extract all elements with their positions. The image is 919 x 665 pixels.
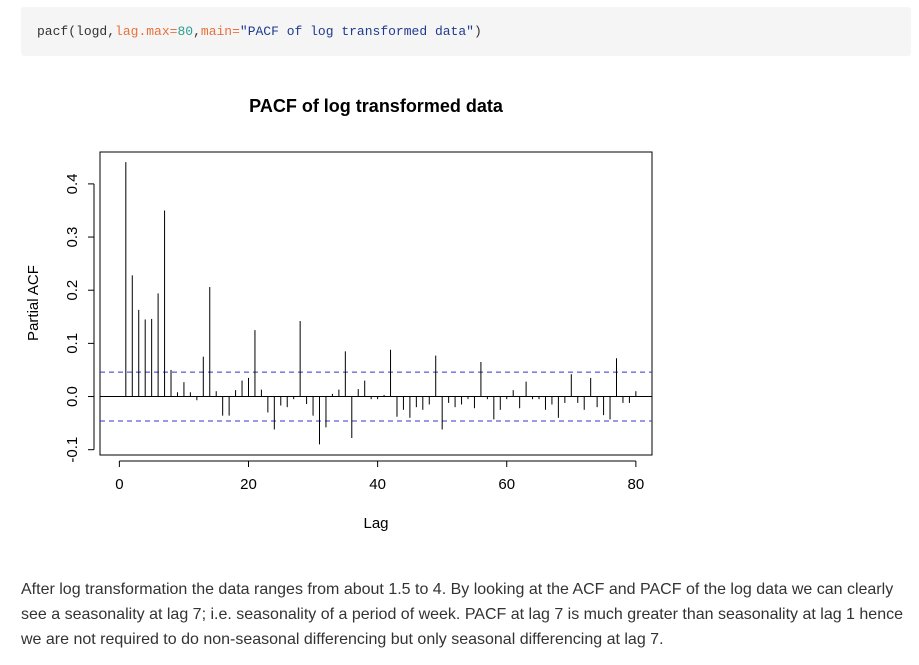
y-tick-label-2: 0.1 (64, 333, 81, 354)
code-comma: , (193, 24, 201, 39)
x-axis-label: Lag (363, 515, 388, 532)
y-tick-label-3: 0.2 (64, 280, 81, 301)
code-function-name: pacf (37, 24, 69, 39)
description-paragraph: After log transformation the data ranges… (21, 581, 903, 648)
plot-marks (100, 162, 652, 445)
code-block: pacf(logd,lag.max=80,main="PACF of log t… (21, 7, 911, 56)
code-arg-data: logd, (76, 24, 116, 39)
y-tick-label-4: 0.3 (64, 227, 81, 248)
x-tick-label-80: 80 (628, 476, 645, 493)
y-axis: -0.1 0.0 0.1 0.2 0.3 0.4 (64, 173, 95, 463)
code-arg-main-name: main= (200, 24, 240, 39)
y-axis-label: Partial ACF (25, 265, 42, 341)
code-arg-lagmax-name: lag.max= (115, 24, 178, 39)
code-open-paren: ( (68, 24, 77, 39)
x-tick-label-60: 60 (498, 476, 515, 493)
y-tick-label-0: -0.1 (64, 437, 81, 463)
code-arg-lagmax-value: 80 (177, 24, 194, 39)
code-line: pacf(logd,lag.max=80,main="PACF of log t… (37, 24, 482, 40)
x-tick-label-20: 20 (240, 476, 257, 493)
y-tick-label-1: 0.0 (64, 386, 81, 407)
x-axis: 0 20 40 60 80 (115, 460, 645, 493)
x-tick-label-40: 40 (369, 476, 386, 493)
code-arg-main-value: "PACF of log transformed data" (239, 24, 474, 39)
x-tick-label-0: 0 (115, 476, 123, 493)
pacf-chart: PACF of log transformed data 0 20 40 60 80 -… (25, 96, 653, 532)
chart-title: PACF of log transformed data (249, 96, 504, 116)
y-tick-label-5: 0.4 (64, 173, 81, 194)
code-close-paren: ) (473, 24, 482, 39)
plot-frame (99, 151, 653, 456)
